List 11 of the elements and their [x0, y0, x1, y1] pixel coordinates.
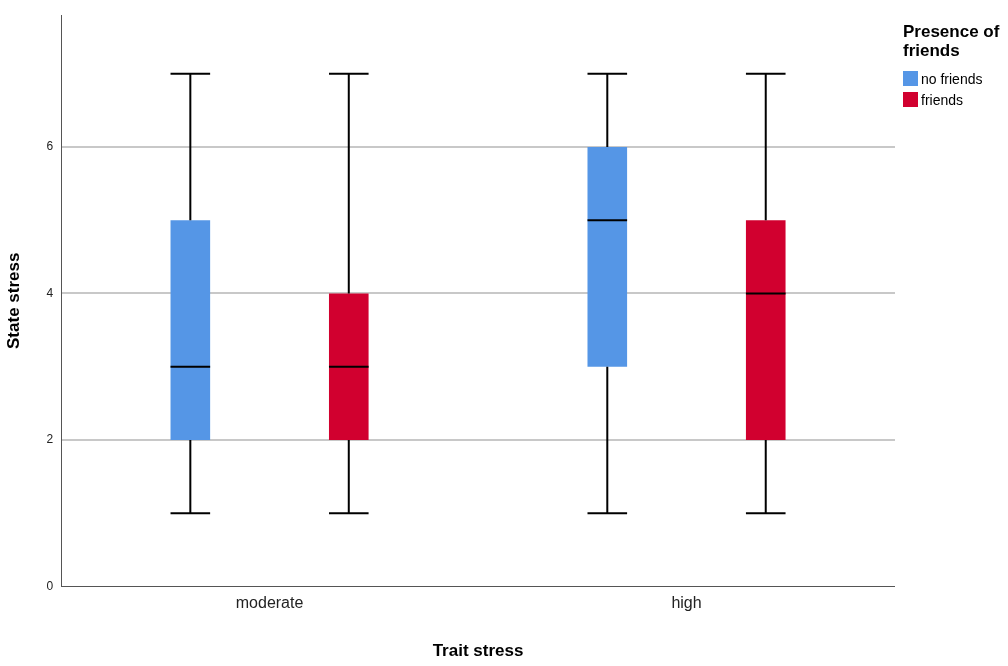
y-tick-label: 6 — [46, 139, 54, 154]
y-axis-title: State stress — [3, 252, 23, 349]
x-tick-label: moderate — [235, 594, 304, 612]
x-axis-title: Trait stress — [432, 641, 524, 661]
legend-label: no friends — [921, 70, 983, 87]
y-tick-label: 0 — [46, 578, 54, 593]
legend-label: friends — [921, 91, 964, 108]
x-tick-label: high — [671, 594, 702, 612]
y-tick-label: 4 — [46, 285, 54, 300]
legend-title: Presence of friends — [903, 22, 1001, 60]
y-tick-label: 2 — [46, 432, 54, 447]
